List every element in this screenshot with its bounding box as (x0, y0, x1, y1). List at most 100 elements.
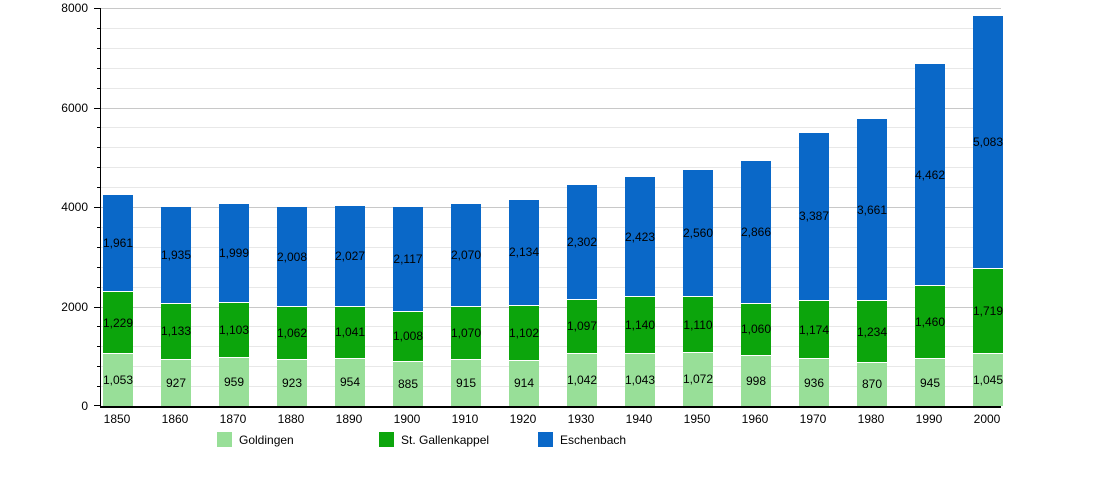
bar-group-1980: 870 1,234 3,661 (857, 8, 887, 406)
y-axis-minor-tick (97, 326, 100, 328)
y-axis-minor-tick (97, 386, 100, 388)
bar-segment-st-gallenkappel: 1,460 (915, 286, 945, 359)
segment-value-label: 1,070 (450, 326, 482, 341)
y-axis-minor-tick (97, 226, 100, 228)
bar-segment-st-gallenkappel: 1,110 (683, 297, 713, 353)
y-axis-minor-tick (97, 286, 100, 288)
bar-segment-eschenbach: 2,008 (276, 207, 308, 308)
bar-segment-eschenbach: 1,961 (103, 194, 133, 293)
bar-segment-goldingen: 870 (857, 362, 887, 406)
segment-value-label: 1,060 (740, 322, 772, 337)
gridline-minor (101, 326, 1001, 328)
segment-value-label: 915 (455, 376, 477, 391)
y-axis-minor-tick (97, 47, 100, 49)
segment-value-label: 2,008 (276, 249, 308, 264)
bar-segment-st-gallenkappel: 1,133 (160, 303, 192, 360)
y-axis-minor-tick (97, 246, 100, 248)
segment-value-label: 2,560 (682, 226, 714, 241)
segment-value-label: 2,117 (393, 251, 423, 266)
bar-segment-st-gallenkappel: 1,041 (334, 306, 366, 359)
y-axis-major-tick (94, 306, 100, 308)
x-axis-label: 1990 (915, 412, 943, 426)
segment-value-label: 870 (861, 377, 883, 392)
segment-value-label: 1,460 (914, 315, 946, 330)
bar-segment-eschenbach: 2,560 (682, 170, 714, 298)
bar-segment-st-gallenkappel: 1,174 (799, 301, 829, 360)
x-axis-label: 1960 (741, 412, 769, 426)
y-axis-minor-tick (97, 266, 100, 268)
segment-value-label: 1,133 (160, 324, 192, 339)
segment-value-label: 1,072 (682, 372, 714, 387)
bar-segment-st-gallenkappel: 1,229 (103, 292, 133, 354)
gridline-minor (101, 87, 1001, 89)
bar-segment-st-gallenkappel: 1,102 (508, 305, 540, 361)
segment-value-label: 1,008 (392, 329, 424, 344)
x-axis-label: 1980 (857, 412, 885, 426)
gridline-minor (101, 47, 1001, 49)
bar-segment-eschenbach: 2,070 (451, 204, 481, 308)
segment-value-label: 5,083 (972, 134, 1004, 149)
segment-value-label: 2,027 (334, 248, 366, 263)
segment-value-label: 1,097 (566, 319, 598, 334)
y-axis-minor-tick (97, 27, 100, 29)
y-axis-major-tick (94, 8, 100, 9)
x-axis-label: 1890 (335, 412, 363, 426)
bar-segment-eschenbach: 3,661 (857, 119, 887, 302)
x-axis-label: 1950 (683, 412, 711, 426)
segment-value-label: 914 (513, 376, 535, 391)
segment-value-label: 1,062 (276, 326, 308, 341)
bar-segment-goldingen: 915 (451, 360, 481, 406)
y-axis-minor-tick (97, 87, 100, 89)
bar-group-1940: 1,043 1,140 2,423 (625, 8, 655, 406)
y-axis-minor-tick (97, 366, 100, 368)
segment-value-label: 1,110 (683, 317, 713, 332)
y-axis-label: 4000 (61, 200, 88, 214)
segment-value-label: 1,043 (624, 373, 656, 388)
gridline-minor (101, 147, 1001, 149)
bar-segment-eschenbach: 4,462 (915, 64, 945, 287)
bar-segment-goldingen: 1,072 (682, 352, 714, 406)
legend-swatch-icon (538, 432, 553, 447)
gridline-major (101, 207, 1001, 208)
x-axis-label: 1860 (161, 412, 189, 426)
bar-segment-goldingen: 1,045 (973, 354, 1003, 406)
y-axis-minor-tick (97, 346, 100, 348)
bar-segment-eschenbach: 2,866 (741, 161, 771, 304)
segment-value-label: 2,423 (624, 229, 656, 244)
segment-value-label: 954 (339, 375, 361, 390)
x-axis-label: 1870 (219, 412, 247, 426)
bar-segment-eschenbach: 2,134 (509, 199, 539, 306)
bar-segment-goldingen: 885 (393, 361, 423, 406)
segment-value-label: 2,302 (566, 234, 598, 249)
bar-group-1900: 885 1,008 2,117 (393, 8, 423, 406)
bar-segment-goldingen: 914 (509, 360, 539, 406)
x-axis-label: 1920 (509, 412, 537, 426)
y-axis-minor-tick (97, 67, 100, 69)
segment-value-label: 2,866 (740, 224, 772, 239)
bar-segment-goldingen: 923 (277, 360, 307, 406)
bar-group-1910: 915 1,070 2,070 (451, 8, 481, 406)
bar-segment-eschenbach: 2,423 (624, 176, 656, 298)
bar-segment-eschenbach: 5,083 (972, 15, 1004, 269)
gridline-minor (101, 266, 1001, 268)
segment-value-label: 1,719 (972, 303, 1004, 318)
x-axis-label: 1940 (625, 412, 653, 426)
bar-segment-goldingen: 954 (335, 358, 365, 406)
bar-segment-goldingen: 936 (799, 359, 829, 406)
x-axis-label: 1910 (451, 412, 479, 426)
x-axis-label: 1900 (393, 412, 421, 426)
segment-value-label: 1,041 (334, 325, 366, 340)
bar-group-1870: 959 1,103 1,999 (219, 8, 249, 406)
segment-value-label: 885 (397, 376, 419, 391)
segment-value-label: 998 (745, 374, 767, 389)
bar-group-1950: 1,072 1,110 2,560 (683, 8, 713, 406)
bar-segment-st-gallenkappel: 1,008 (392, 311, 424, 362)
y-axis-major-tick (94, 405, 100, 406)
segment-value-label: 1,102 (508, 325, 540, 340)
segment-value-label: 927 (165, 375, 187, 390)
segment-value-label: 923 (281, 376, 303, 391)
gridline-major (101, 107, 1001, 109)
y-axis-label: 8000 (61, 1, 88, 15)
bar-segment-st-gallenkappel: 1,070 (450, 307, 482, 361)
